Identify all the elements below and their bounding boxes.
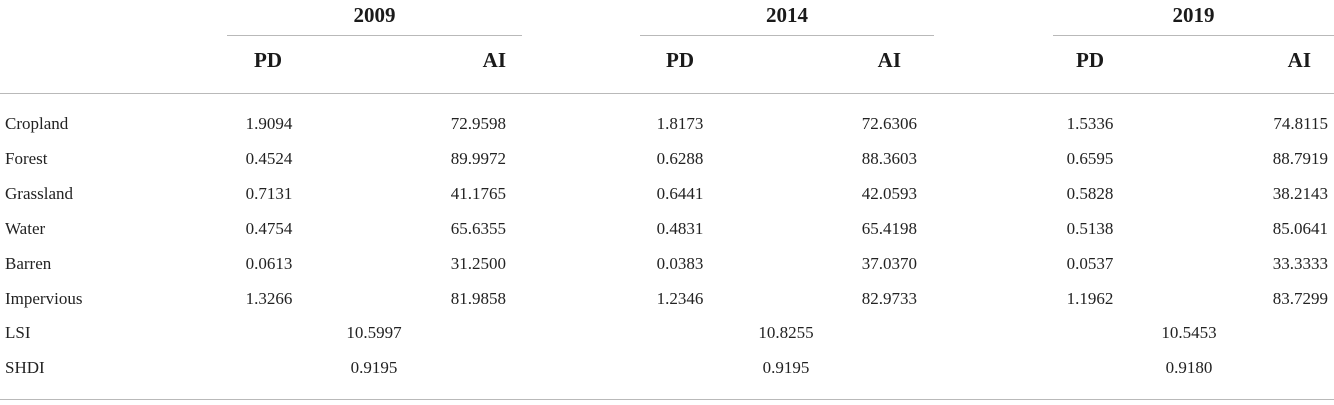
cell-forest-ai-2014: 88.3603 — [861, 149, 917, 168]
year-header-2009: 2009 — [353, 3, 396, 27]
cell-forest-ai-2009: 89.9972 — [450, 149, 506, 168]
cell-grassland-pd-2014: 0.6441 — [656, 184, 704, 203]
year-header-2019: 2019 — [1172, 3, 1215, 27]
cell-grassland-ai-2014: 42.0593 — [861, 184, 917, 203]
cell-barren-ai-2019: 33.3333 — [1272, 254, 1328, 273]
cell-forest-pd-2009: 0.4524 — [245, 149, 293, 168]
cell-forest-ai-2019: 88.7919 — [1272, 149, 1328, 168]
cell-cropland-ai-2019: 74.8115 — [1273, 114, 1328, 133]
cell-shdi-2019: 0.9180 — [1165, 358, 1213, 377]
subheader-pd-2019: PD — [1076, 48, 1104, 72]
cell-shdi-2009: 0.9195 — [350, 358, 398, 377]
cell-water-pd-2009: 0.4754 — [245, 219, 293, 238]
subheader-ai-2019: AI — [1287, 48, 1311, 72]
cell-water-ai-2014: 65.4198 — [861, 219, 917, 238]
table-bottom-rule — [0, 399, 1334, 400]
cell-grassland-pd-2019: 0.5828 — [1066, 184, 1114, 203]
subheader-ai-2009: AI — [482, 48, 506, 72]
cell-water-pd-2019: 0.5138 — [1066, 219, 1114, 238]
group-rule-2009 — [227, 35, 522, 36]
cell-cropland-ai-2014: 72.6306 — [861, 114, 917, 133]
cell-cropland-pd-2014: 1.8173 — [656, 114, 704, 133]
subheader-pd-2009: PD — [254, 48, 282, 72]
cell-lsi-2014: 10.8255 — [758, 323, 814, 342]
cell-cropland-pd-2019: 1.5336 — [1066, 114, 1114, 133]
cell-forest-pd-2019: 0.6595 — [1066, 149, 1114, 168]
row-label-grassland: Grassland — [5, 184, 73, 203]
cell-grassland-ai-2009: 41.1765 — [450, 184, 506, 203]
cell-barren-pd-2014: 0.0383 — [656, 254, 704, 273]
row-label-impervious: Impervious — [5, 289, 83, 308]
cell-shdi-2014: 0.9195 — [762, 358, 810, 377]
header-rule — [0, 93, 1334, 94]
group-rule-2014 — [640, 35, 934, 36]
cell-cropland-pd-2009: 1.9094 — [245, 114, 293, 133]
year-header-2014: 2014 — [766, 3, 808, 27]
cell-impervious-ai-2009: 81.9858 — [450, 289, 506, 308]
cell-barren-ai-2009: 31.2500 — [450, 254, 506, 273]
row-label-shdi: SHDI — [5, 358, 45, 377]
cell-lsi-2019: 10.5453 — [1161, 323, 1217, 342]
cell-grassland-pd-2009: 0.7131 — [245, 184, 293, 203]
cell-water-pd-2014: 0.4831 — [656, 219, 704, 238]
cell-impervious-pd-2009: 1.3266 — [245, 289, 293, 308]
subheader-ai-2014: AI — [877, 48, 901, 72]
cell-impervious-ai-2014: 82.9733 — [861, 289, 917, 308]
cell-barren-ai-2014: 37.0370 — [861, 254, 917, 273]
cell-barren-pd-2019: 0.0537 — [1066, 254, 1114, 273]
cell-water-ai-2019: 85.0641 — [1272, 219, 1328, 238]
group-rule-2019 — [1053, 35, 1334, 36]
cell-grassland-ai-2019: 38.2143 — [1272, 184, 1328, 203]
cell-barren-pd-2009: 0.0613 — [245, 254, 293, 273]
row-label-water: Water — [5, 219, 46, 238]
row-label-barren: Barren — [5, 254, 52, 273]
cell-cropland-ai-2009: 72.9598 — [450, 114, 506, 133]
row-label-cropland: Cropland — [5, 114, 69, 133]
row-label-forest: Forest — [5, 149, 48, 168]
cell-lsi-2009: 10.5997 — [346, 323, 402, 342]
cell-impervious-ai-2019: 83.7299 — [1272, 289, 1328, 308]
subheader-pd-2014: PD — [666, 48, 694, 72]
cell-impervious-pd-2014: 1.2346 — [656, 289, 704, 308]
cell-forest-pd-2014: 0.6288 — [656, 149, 704, 168]
cell-water-ai-2009: 65.6355 — [450, 219, 506, 238]
cell-impervious-pd-2019: 1.1962 — [1066, 289, 1114, 308]
row-label-lsi: LSI — [5, 323, 31, 342]
